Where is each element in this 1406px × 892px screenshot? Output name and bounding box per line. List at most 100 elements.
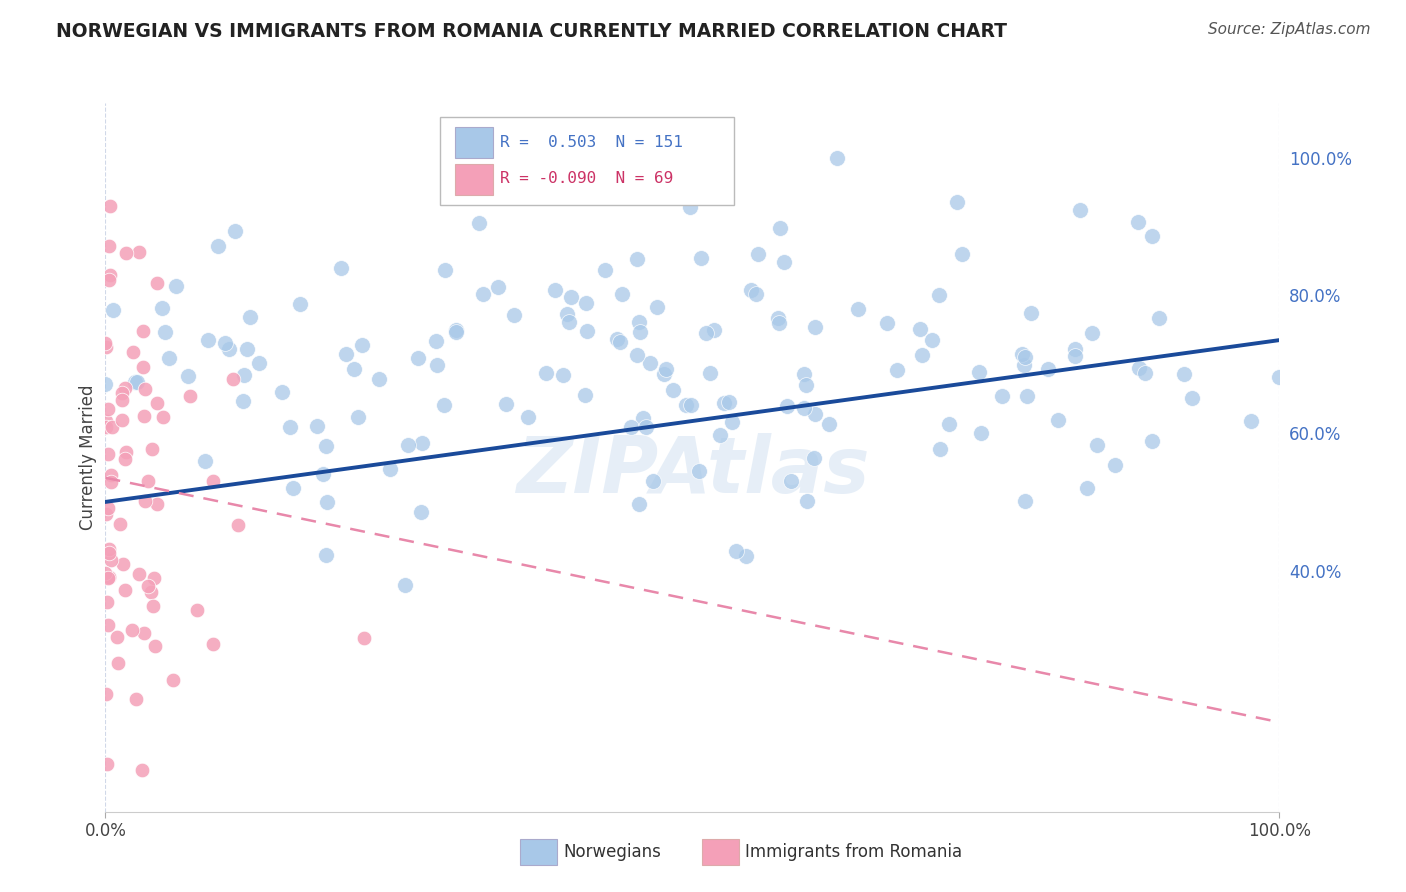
Point: [551, 368, 574, 383]
Point: [394, 577, 416, 591]
Point: [536, 367, 558, 381]
Point: [94, 414, 117, 428]
Point: [725, 543, 748, 558]
Point: [645, 300, 668, 314]
Point: [468, 216, 491, 230]
Point: [315, 439, 337, 453]
Point: [121, 345, 143, 359]
Point: [128, 567, 150, 582]
Point: [654, 361, 676, 376]
Y-axis label: Currently Married: Currently Married: [79, 384, 97, 530]
Point: [620, 420, 643, 434]
Point: [675, 398, 697, 412]
Point: [967, 365, 990, 379]
Point: [803, 451, 825, 466]
Point: [609, 335, 631, 350]
Point: [1147, 311, 1170, 326]
Point: [1140, 434, 1163, 449]
Point: [239, 310, 262, 324]
Point: [101, 420, 124, 434]
Point: [100, 199, 122, 213]
Point: [1173, 367, 1195, 381]
Point: [347, 409, 370, 424]
Point: [288, 297, 311, 311]
Point: [143, 639, 166, 653]
Point: [793, 368, 815, 382]
Point: [114, 583, 136, 598]
Text: Immigrants from Romania: Immigrants from Romania: [745, 843, 963, 861]
Text: NORWEGIAN VS IMMIGRANTS FROM ROMANIA CURRENTLY MARRIED CORRELATION CHART: NORWEGIAN VS IMMIGRANTS FROM ROMANIA CUR…: [56, 22, 1007, 41]
FancyBboxPatch shape: [702, 839, 740, 865]
Point: [125, 375, 148, 389]
Point: [1181, 392, 1204, 406]
Point: [555, 307, 578, 321]
FancyBboxPatch shape: [440, 117, 734, 205]
Point: [433, 263, 456, 277]
Point: [486, 280, 509, 294]
Point: [131, 324, 153, 338]
Point: [396, 438, 419, 452]
Point: [162, 673, 184, 688]
Point: [97, 239, 120, 253]
Point: [627, 315, 650, 329]
Point: [141, 585, 163, 599]
Point: [886, 363, 908, 377]
Point: [776, 399, 799, 413]
Point: [688, 464, 710, 478]
Point: [201, 637, 224, 651]
Point: [1085, 438, 1108, 452]
Point: [115, 246, 138, 260]
Point: [100, 553, 122, 567]
Point: [97, 447, 120, 461]
Point: [876, 316, 898, 330]
Point: [94, 420, 117, 434]
Point: [157, 351, 180, 365]
Point: [1128, 360, 1150, 375]
Point: [134, 409, 156, 424]
Point: [94, 340, 117, 354]
Point: [628, 325, 651, 339]
Point: [796, 494, 818, 508]
Point: [796, 378, 818, 392]
Point: [544, 283, 567, 297]
Point: [772, 255, 794, 269]
Point: [825, 151, 848, 165]
Point: [1133, 366, 1156, 380]
Point: [232, 394, 254, 409]
Point: [1140, 228, 1163, 243]
Point: [721, 415, 744, 429]
Point: [1104, 458, 1126, 473]
Point: [207, 239, 229, 253]
Point: [368, 372, 391, 386]
Point: [146, 497, 169, 511]
Point: [702, 324, 724, 338]
FancyBboxPatch shape: [456, 164, 494, 195]
Point: [97, 500, 120, 515]
Point: [446, 325, 468, 339]
Point: [946, 195, 969, 210]
Point: [574, 387, 596, 401]
Point: [928, 288, 950, 302]
Point: [606, 332, 628, 346]
Point: [278, 419, 301, 434]
Point: [197, 334, 219, 348]
Point: [747, 247, 769, 261]
Point: [335, 347, 357, 361]
Point: [97, 273, 120, 287]
Text: Source: ZipAtlas.com: Source: ZipAtlas.com: [1208, 22, 1371, 37]
Point: [271, 385, 294, 400]
Point: [910, 322, 932, 336]
Point: [305, 419, 328, 434]
Point: [128, 244, 150, 259]
Point: [1036, 361, 1059, 376]
Point: [950, 247, 973, 261]
Point: [502, 308, 524, 322]
Point: [921, 333, 943, 347]
Point: [98, 541, 121, 556]
Text: R =  0.503  N = 151: R = 0.503 N = 151: [501, 136, 683, 150]
Point: [846, 302, 869, 317]
Point: [141, 442, 163, 456]
Point: [131, 764, 153, 778]
Point: [136, 474, 159, 488]
Point: [626, 348, 648, 362]
